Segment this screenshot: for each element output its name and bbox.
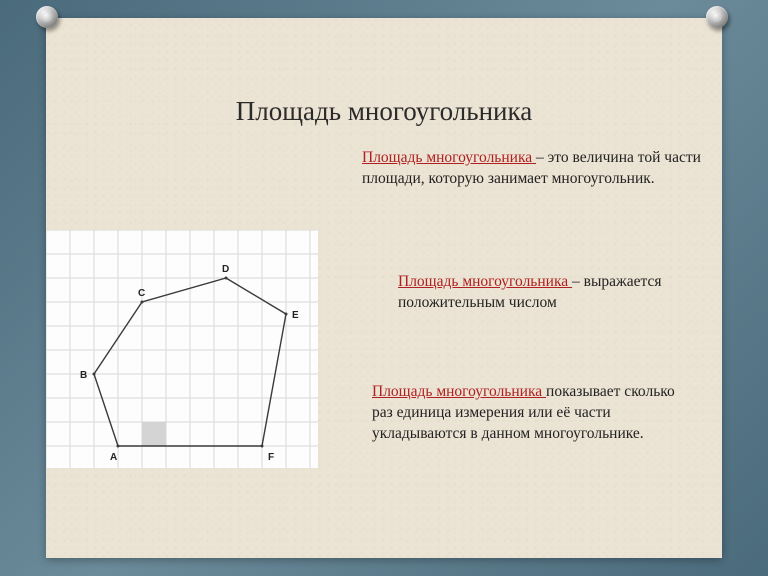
term-3: Площадь многоугольника <box>372 383 546 400</box>
svg-text:E: E <box>292 310 299 321</box>
pushpin-icon <box>706 6 728 28</box>
svg-text:B: B <box>80 370 87 381</box>
pushpin-icon <box>36 6 58 28</box>
term-1: Площадь многоугольника <box>362 149 536 166</box>
definition-paragraph-2: Площадь многоугольника – выражается поло… <box>398 272 698 314</box>
definition-paragraph-3: Площадь многоугольника показывает скольк… <box>372 382 692 445</box>
svg-text:A: A <box>110 452 117 463</box>
svg-text:F: F <box>268 452 274 463</box>
definition-paragraph-1: Площадь многоугольника – это величина то… <box>362 148 754 190</box>
page-title: Площадь многоугольника <box>46 96 722 127</box>
polygon-diagram: A B C D E F <box>46 230 318 468</box>
svg-text:D: D <box>222 264 229 275</box>
svg-text:C: C <box>138 288 145 299</box>
slide-paper: Площадь многоугольника Площадь многоугол… <box>46 18 722 558</box>
term-2: Площадь многоугольника <box>398 273 572 290</box>
